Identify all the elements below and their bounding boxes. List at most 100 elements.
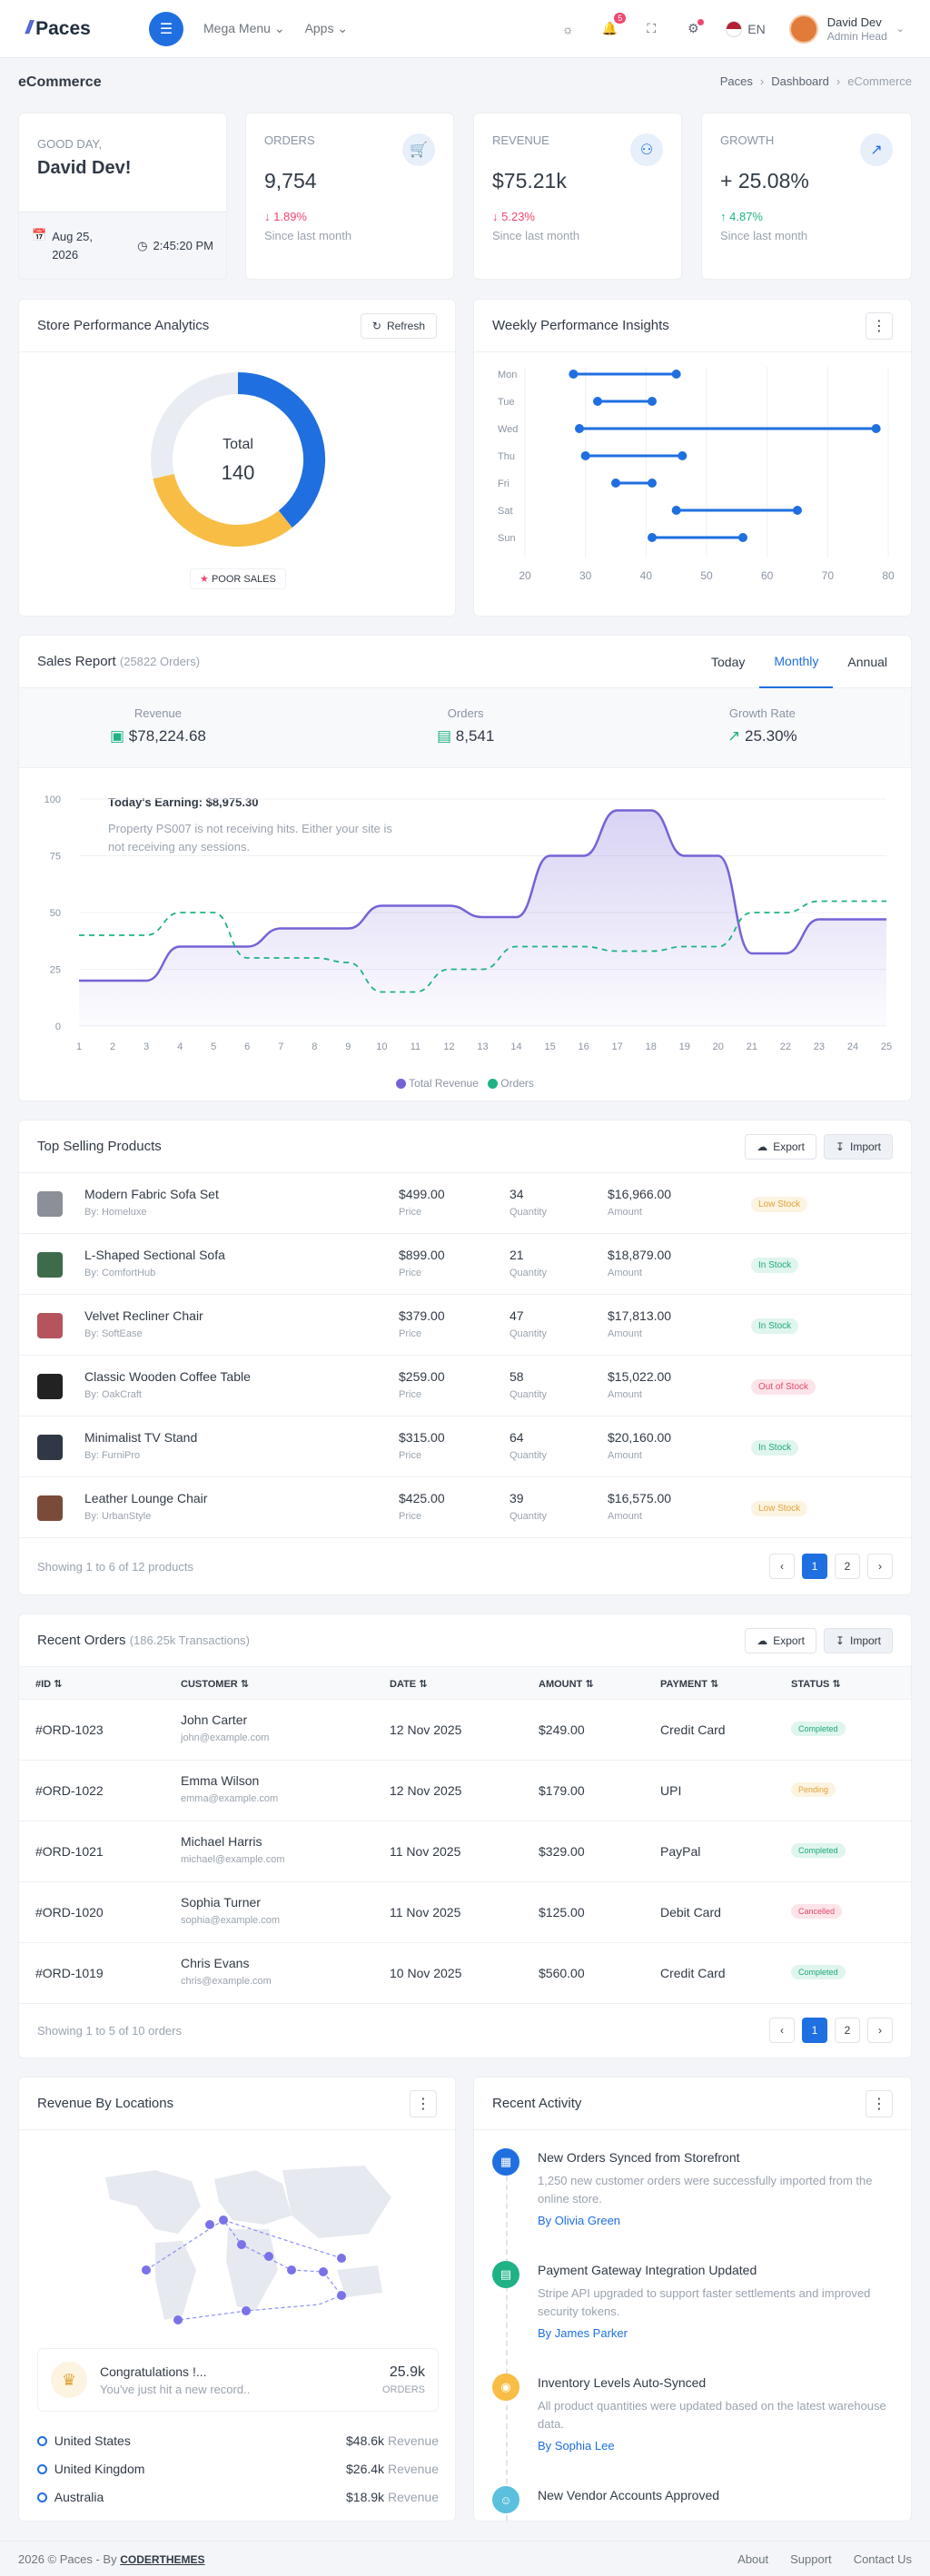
tab-monthly[interactable]: Monthly xyxy=(759,636,834,688)
order-id[interactable]: #ORD-1020 xyxy=(35,1905,104,1920)
breadcrumb-item[interactable]: Paces xyxy=(719,74,753,88)
customer-name: Sophia Turner xyxy=(181,1895,261,1910)
range-start[interactable] xyxy=(580,451,590,460)
range-start[interactable] xyxy=(611,479,620,488)
page-button[interactable]: 1 xyxy=(802,2018,827,2043)
amount-label: Amount xyxy=(608,1207,642,1218)
series-line-revenue[interactable] xyxy=(78,809,886,982)
stat-value: $75.21k xyxy=(492,169,567,192)
activity-author[interactable]: By Sophia Lee xyxy=(538,2439,615,2453)
amount-label: Amount xyxy=(608,1268,642,1278)
order-id[interactable]: #ORD-1021 xyxy=(35,1844,104,1859)
product-vendor: By: FurniPro xyxy=(84,1450,141,1461)
more-options-button[interactable]: ⋮ xyxy=(410,2089,437,2117)
activity-author[interactable]: By Olivia Green xyxy=(538,2214,621,2227)
range-start[interactable] xyxy=(575,424,584,433)
theme-sun-icon[interactable]: ☼ xyxy=(561,21,574,36)
card-title: Sales Report xyxy=(37,654,116,669)
map-marker xyxy=(264,2252,273,2261)
range-end[interactable] xyxy=(671,370,681,379)
breadcrumb-item[interactable]: Dashboard xyxy=(771,74,829,88)
col-date[interactable]: DATE ⇅ xyxy=(390,1679,428,1690)
x-tick-label: 13 xyxy=(477,1041,488,1052)
prev-page-button[interactable]: ‹ xyxy=(769,1554,795,1579)
product-name[interactable]: Leather Lounge Chair xyxy=(84,1491,208,1505)
next-page-button[interactable]: › xyxy=(867,2018,893,2043)
map-route xyxy=(223,2219,342,2259)
table-row: Velvet Recliner Chair By: SoftEase $379.0… xyxy=(19,1295,911,1356)
recent-orders-card: Recent Orders (186.25k Transactions) ☁ Ex… xyxy=(18,1614,912,2058)
footer-link-contact[interactable]: Contact Us xyxy=(853,2551,912,2566)
product-name[interactable]: L-Shaped Sectional Sofa xyxy=(84,1248,225,1262)
col-id[interactable]: #ID ⇅ xyxy=(35,1679,63,1690)
import-button[interactable]: ↧ Import xyxy=(823,1627,893,1653)
kpi-value: 8,541 xyxy=(455,727,495,745)
activity-author[interactable]: By James Parker xyxy=(538,2326,628,2340)
product-name[interactable]: Classic Wooden Coffee Table xyxy=(84,1369,251,1384)
range-end[interactable] xyxy=(678,451,688,460)
series-line-orders[interactable] xyxy=(79,900,886,993)
y-tick-label: 100 xyxy=(45,795,61,805)
range-end[interactable] xyxy=(648,479,657,488)
brand-logo[interactable]: //Paces xyxy=(25,18,124,40)
product-name[interactable]: Velvet Recliner Chair xyxy=(84,1308,203,1323)
page-button[interactable]: 2 xyxy=(835,1554,860,1579)
range-start[interactable] xyxy=(648,533,657,542)
export-button[interactable]: ☁ Export xyxy=(745,1133,816,1160)
product-amount: $15,022.00 xyxy=(608,1369,672,1384)
export-button[interactable]: ☁ Export xyxy=(745,1627,816,1653)
stat-change: ↑ 4.87% xyxy=(720,210,763,223)
range-end[interactable] xyxy=(793,506,802,515)
order-id[interactable]: #ORD-1019 xyxy=(35,1966,104,1980)
col-status[interactable]: STATUS ⇅ xyxy=(791,1679,841,1690)
import-button[interactable]: ↧ Import xyxy=(823,1133,893,1160)
product-name[interactable]: Minimalist TV Stand xyxy=(84,1430,198,1445)
col-payment[interactable]: PAYMENT ⇅ xyxy=(660,1679,719,1690)
donut-slice[interactable] xyxy=(151,372,239,479)
tab-annual[interactable]: Annual xyxy=(847,654,887,669)
donut-slice[interactable] xyxy=(237,372,325,528)
mega-menu-link[interactable]: Mega Menu ⌄ xyxy=(203,21,285,35)
page-button[interactable]: 2 xyxy=(835,2018,860,2043)
next-page-button[interactable]: › xyxy=(867,1554,893,1579)
footer-link-support[interactable]: Support xyxy=(790,2551,832,2566)
status-badge: In Stock xyxy=(751,1440,799,1456)
range-start[interactable] xyxy=(671,506,681,515)
product-name[interactable]: Modern Fabric Sofa Set xyxy=(84,1187,219,1201)
cloud-icon: ☁ xyxy=(757,1140,768,1153)
footer-link-about[interactable]: About xyxy=(737,2551,769,2566)
prev-page-button[interactable]: ‹ xyxy=(769,2018,795,2043)
location-unit: Revenue xyxy=(387,2433,439,2448)
brand-name: Paces xyxy=(35,17,91,39)
menu-toggle-button[interactable]: ☰ xyxy=(149,11,183,46)
x-tick-label: 21 xyxy=(747,1041,757,1052)
legend-revenue[interactable]: Total Revenue xyxy=(396,1077,479,1090)
card-subtitle: (186.25k Transactions) xyxy=(129,1633,250,1647)
bell-icon[interactable]: 🔔 5 xyxy=(600,12,627,38)
order-id[interactable]: #ORD-1022 xyxy=(35,1783,104,1798)
col-amount[interactable]: AMOUNT ⇅ xyxy=(539,1679,594,1690)
order-id[interactable]: #ORD-1023 xyxy=(35,1722,104,1737)
gear-icon[interactable]: ⚙ xyxy=(684,18,705,38)
more-options-button[interactable]: ⋮ xyxy=(866,311,893,340)
products-table: Modern Fabric Sofa Set By: Homeluxe $499.… xyxy=(19,1173,911,1538)
range-start[interactable] xyxy=(593,397,602,406)
tab-today[interactable]: Today xyxy=(711,654,746,669)
user-menu[interactable]: David Dev Admin Head ⌄ xyxy=(788,14,905,44)
col-customer[interactable]: CUSTOMER ⇅ xyxy=(181,1679,250,1690)
legend-orders[interactable]: Orders xyxy=(487,1077,534,1090)
range-end[interactable] xyxy=(648,397,657,406)
activity-text: 1,250 new customer orders were successfu… xyxy=(538,2174,873,2206)
fullscreen-icon[interactable]: ⛶ xyxy=(647,21,657,35)
apps-link[interactable]: Apps ⌄ xyxy=(304,21,349,35)
range-start[interactable] xyxy=(569,370,579,379)
donut-slice[interactable] xyxy=(153,473,292,547)
stat-value: + 25.08% xyxy=(720,169,809,192)
more-options-button[interactable]: ⋮ xyxy=(866,2089,893,2117)
language-selector[interactable]: EN xyxy=(726,20,766,37)
range-end[interactable] xyxy=(738,533,747,542)
range-end[interactable] xyxy=(871,424,881,433)
refresh-button[interactable]: ↻ Refresh xyxy=(360,312,437,339)
footer-brand-link[interactable]: CODERTHEMES xyxy=(120,2552,205,2566)
page-button[interactable]: 1 xyxy=(802,1554,827,1579)
